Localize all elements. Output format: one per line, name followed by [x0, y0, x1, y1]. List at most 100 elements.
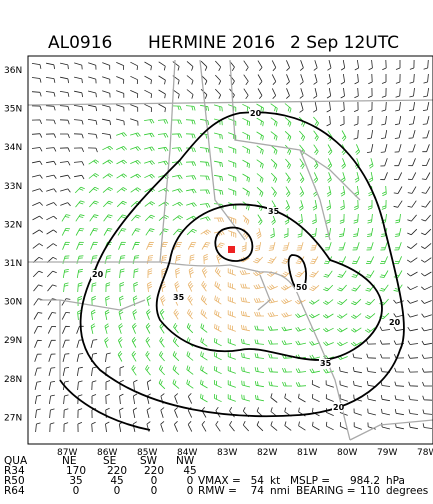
wind-barb [421, 200, 431, 208]
wind-barb [379, 340, 391, 345]
wind-barb [326, 74, 332, 85]
wind-barb [242, 159, 250, 169]
wind-barb [243, 60, 249, 72]
wind-barb [282, 241, 290, 251]
wind-barb [227, 324, 236, 332]
wind-barb [285, 186, 291, 197]
wind-barb [242, 421, 249, 432]
wind-barb [350, 313, 362, 319]
wind-barb [62, 367, 70, 376]
wind-barb [87, 147, 98, 153]
wind-barb [77, 422, 83, 433]
wind-barb [312, 102, 318, 113]
wind-barb [367, 200, 373, 210]
wind-barb [254, 339, 265, 345]
wind-barb [256, 228, 262, 239]
wind-barb [158, 146, 169, 152]
table-header: NW [176, 455, 195, 467]
wind-barb [201, 280, 207, 292]
wind-barb [297, 227, 303, 238]
wind-barb [102, 62, 111, 70]
wind-barb [73, 105, 84, 111]
wind-barb [116, 159, 127, 165]
contour-label-bg [91, 270, 102, 279]
wind-barb [309, 270, 319, 278]
wind-barb [267, 256, 277, 264]
wind-barb [118, 241, 126, 250]
wind-barb [133, 281, 138, 293]
wind-barb [394, 409, 404, 416]
wind-barb [200, 379, 208, 389]
wind-barb [144, 119, 155, 124]
table-cell: 45 [110, 475, 123, 487]
lon-label: 79W [377, 448, 397, 458]
wind-barb [200, 60, 208, 71]
wind-barb [32, 188, 43, 193]
wind-barb [214, 365, 222, 375]
table-cell: 220 [107, 465, 127, 477]
wind-barb [365, 270, 375, 278]
wind-barb [158, 160, 169, 166]
wind-barb [337, 299, 348, 306]
wind-barb [323, 284, 334, 292]
summary-rmw-label: RMW = [198, 485, 237, 497]
wind-barb [32, 270, 43, 278]
wind-barb [337, 284, 347, 292]
wind-barb [117, 214, 127, 222]
wind-barb [187, 393, 193, 404]
wind-barb [367, 115, 373, 126]
wind-barb [394, 256, 402, 265]
wind-barb [90, 323, 96, 334]
wind-barb [116, 187, 128, 193]
wind-barb [103, 228, 113, 236]
wind-barb [215, 60, 222, 71]
wind-barb [200, 229, 212, 236]
wind-barb [380, 395, 390, 402]
wind-barb [159, 308, 165, 320]
wind-barb [104, 323, 110, 334]
table-cell: 0 [73, 485, 80, 497]
wind-barb [200, 365, 208, 375]
contour-label: 50 [296, 283, 308, 292]
wind-barb [88, 104, 97, 112]
wind-barb [241, 241, 247, 252]
wind-barb [32, 160, 43, 166]
wind-barb [31, 63, 42, 69]
wind-barb [88, 76, 97, 84]
wind-barb [256, 117, 264, 127]
wind-barb [214, 351, 222, 361]
wind-barb [130, 160, 141, 165]
wind-barb [380, 158, 388, 167]
wind-barb [91, 380, 97, 391]
summary-mslp-unit: hPa [386, 475, 405, 487]
wind-barb [409, 102, 415, 112]
wind-barb [103, 200, 113, 208]
wind-barb [267, 284, 278, 290]
wind-barb [74, 186, 85, 194]
wind-barb [87, 133, 98, 139]
wind-barb [407, 200, 417, 208]
lon-label: 86W [97, 448, 117, 458]
table-cell: 0 [151, 475, 158, 487]
wind-barb [239, 270, 251, 275]
wind-barb [75, 214, 85, 222]
wind-barb [214, 230, 225, 236]
wind-barb [185, 175, 197, 180]
wind-barb [229, 74, 235, 86]
wind-barb [367, 422, 376, 430]
wind-barb [227, 366, 236, 374]
contour-label: 35 [173, 293, 185, 302]
wind-barb [282, 367, 293, 373]
wind-barb [336, 313, 348, 319]
wind-barb [281, 340, 293, 345]
wind-barb [132, 407, 138, 418]
wind-barb [186, 75, 194, 85]
wind-barb [253, 284, 264, 290]
wind-barb [74, 62, 83, 70]
wind-barb [73, 161, 85, 166]
wind-barb [379, 270, 389, 278]
wind-barb [241, 380, 250, 388]
wind-barb [227, 352, 236, 360]
wind-barb [299, 60, 304, 71]
wind-barb [353, 422, 362, 430]
